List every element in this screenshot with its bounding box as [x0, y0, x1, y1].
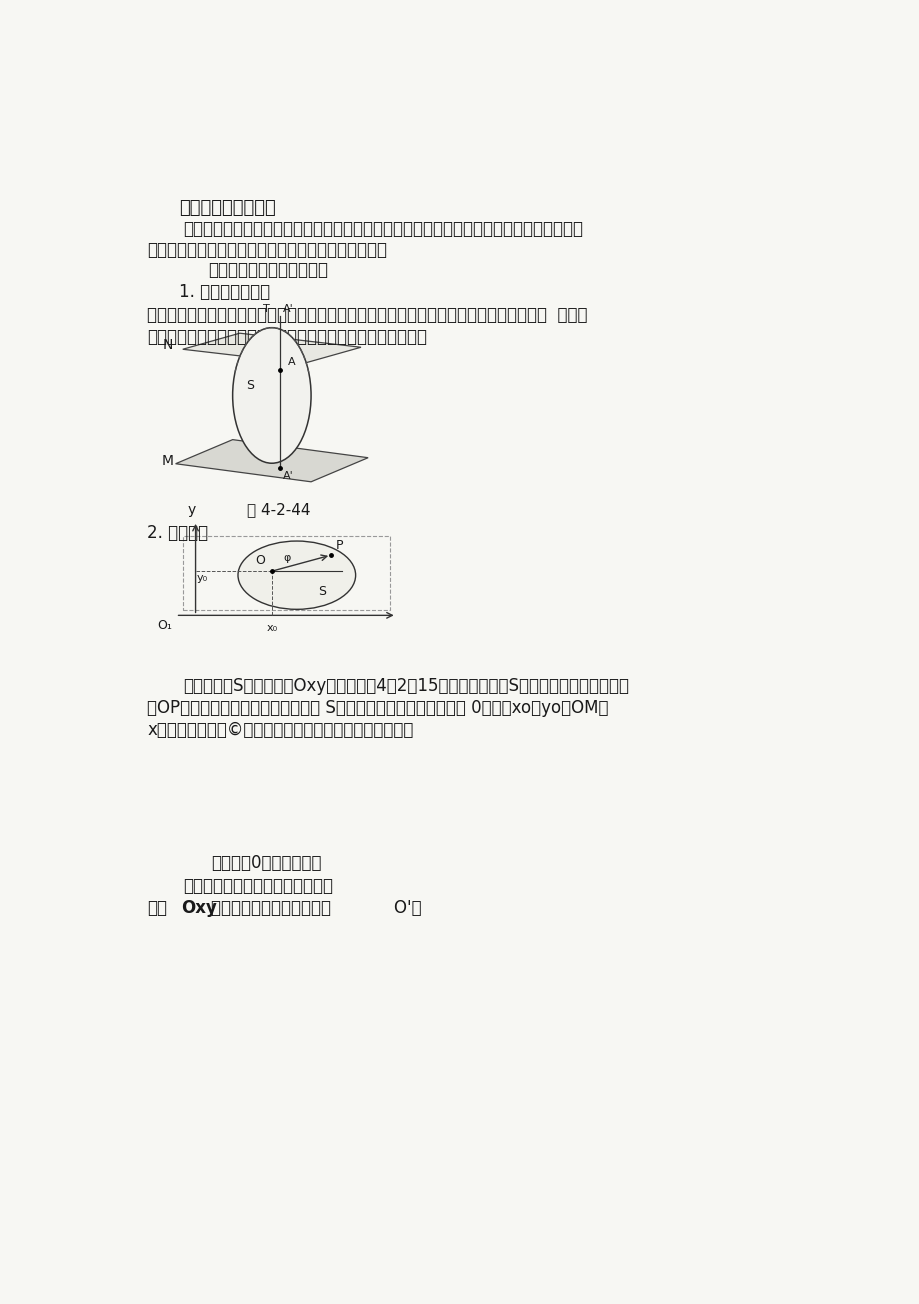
Text: 2. 运动方程: 2. 运动方程 [147, 524, 208, 542]
Text: O: O [255, 554, 265, 567]
Text: 角速度、角加速度及其刚体上任一点的速度和加速度。: 角速度、角加速度及其刚体上任一点的速度和加速度。 [147, 241, 387, 258]
Text: 设平面图形S在固定平面Oxy内运动（图4－2－15），显然，图形S的位置完全由其上任一线: 设平面图形S在固定平面Oxy内运动（图4－2－15），显然，图形S的位置完全由其… [183, 677, 628, 695]
Text: 1. 平面运动的特点: 1. 平面运动的特点 [179, 283, 270, 301]
Text: M: M [162, 454, 174, 468]
Text: 在运动过程中，刚体上任一点离某固定平面的距离始终保持不变，称这种运动为刚体的平面  运动。: 在运动过程中，刚体上任一点离某固定平面的距离始终保持不变，称这种运动为刚体的平面… [147, 306, 587, 325]
Text: P: P [335, 539, 343, 552]
Text: S: S [317, 584, 325, 597]
Text: T: T [263, 304, 269, 314]
Text: 段OP的位置所确定。这就是说，图形 S在任一瞬时的位置可用任一点 0的坐标xo、yo及OM与: 段OP的位置所确定。这就是说，图形 S在任一瞬时的位置可用任一点 0的坐标xo、… [147, 699, 608, 717]
Text: S: S [246, 379, 255, 393]
Text: y: y [187, 503, 196, 516]
Text: A: A [288, 357, 295, 368]
Text: y₀: y₀ [197, 574, 208, 583]
Text: x₀: x₀ [266, 623, 278, 634]
Text: （一）刚体的平面运动方程: （一）刚体的平面运动方程 [208, 261, 327, 279]
Text: 若取: 若取 [147, 900, 167, 918]
Text: x轴正向间的夹角©来表示。即刚体的平面运动方程可写为: x轴正向间的夹角©来表示。即刚体的平面运动方程可写为 [147, 721, 413, 739]
Polygon shape [176, 439, 368, 481]
Text: A': A' [283, 304, 294, 314]
Text: N: N [163, 338, 174, 352]
Ellipse shape [238, 541, 356, 609]
Text: （二）平面运动分解为平动和转动: （二）平面运动分解为平动和转动 [183, 878, 333, 896]
Text: A': A' [283, 471, 294, 481]
Text: Oxy: Oxy [181, 900, 217, 918]
Text: 通常，将0点称为基点。: 通常，将0点称为基点。 [211, 854, 322, 872]
Ellipse shape [233, 327, 311, 463]
Text: 四、刚体的平面运动: 四、刚体的平面运动 [179, 198, 276, 216]
Text: 为静系，平面图形上任一点            O'为: 为静系，平面图形上任一点 O'为 [211, 900, 422, 918]
Text: 刚体的平面运动可以简化为一平面图形在其自身平面内的运动。: 刚体的平面运动可以简化为一平面图形在其自身平面内的运动。 [147, 329, 426, 346]
Text: 应用合成运动的概念，将刚体的平面运动分解为平动和转动，并据此来研究平面运动刚体的: 应用合成运动的概念，将刚体的平面运动分解为平动和转动，并据此来研究平面运动刚体的 [183, 220, 582, 237]
Polygon shape [183, 334, 360, 364]
Text: O₁: O₁ [157, 619, 172, 632]
Text: φ: φ [283, 553, 290, 563]
Text: 图 4-2-44: 图 4-2-44 [246, 502, 310, 516]
